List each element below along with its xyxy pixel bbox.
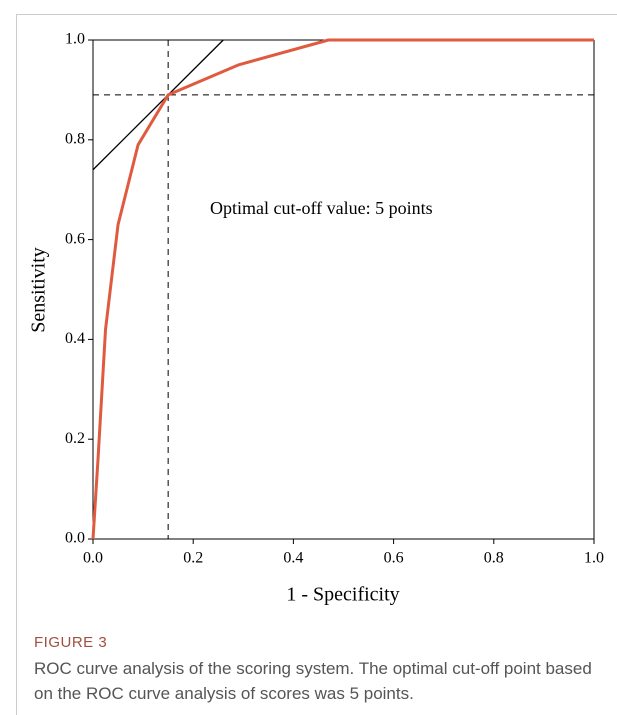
y-tick-label: 1.0 — [65, 31, 85, 48]
x-tick-label: 0.4 — [283, 550, 303, 567]
caption-label: FIGURE 3 — [34, 634, 108, 651]
x-axis-label: 1 - Specificity — [286, 584, 399, 606]
reference-line — [92, 39, 224, 171]
annotation: Optimal cut-off value: 5 points — [210, 198, 433, 218]
y-tick-label: 0.4 — [65, 330, 85, 347]
x-tick-label: 0.6 — [384, 550, 404, 567]
figure-frame — [16, 14, 617, 715]
y-tick-label: 0.0 — [65, 530, 85, 547]
x-tick-label: 1.0 — [584, 550, 604, 567]
caption-text: ROC curve analysis of the scoring system… — [34, 659, 592, 703]
x-tick-label: 0.2 — [183, 550, 203, 567]
y-tick-label: 0.2 — [65, 430, 85, 447]
x-tick-label: 0.8 — [484, 550, 504, 567]
y-axis-label: Sensitivity — [28, 247, 50, 333]
x-tick-label: 0.0 — [83, 550, 103, 567]
roc-curve — [91, 38, 594, 540]
y-tick-label: 0.8 — [65, 130, 85, 147]
chart: Optimal cut-off value: 5 points 1 - Spec… — [28, 31, 604, 606]
y-tick-label: 0.6 — [65, 230, 85, 247]
